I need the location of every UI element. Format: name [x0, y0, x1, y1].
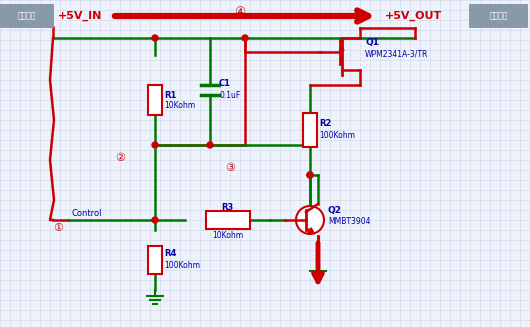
Text: R4: R4	[164, 250, 176, 259]
Text: Q1: Q1	[365, 38, 379, 46]
Text: +5V_IN: +5V_IN	[58, 11, 102, 21]
Circle shape	[307, 172, 313, 178]
Circle shape	[152, 142, 158, 148]
Text: ④: ④	[234, 7, 245, 20]
Circle shape	[152, 35, 158, 41]
Text: 电源输出: 电源输出	[490, 11, 508, 21]
Text: 100Kohm: 100Kohm	[319, 131, 355, 141]
Text: 10Kohm: 10Kohm	[212, 231, 243, 239]
Text: ③: ③	[225, 163, 235, 173]
Text: Control: Control	[72, 209, 102, 217]
Circle shape	[242, 35, 248, 41]
Text: 0.1uF: 0.1uF	[219, 91, 240, 100]
Circle shape	[207, 142, 213, 148]
Circle shape	[152, 217, 158, 223]
FancyBboxPatch shape	[0, 4, 54, 28]
Text: 电源输入: 电源输入	[17, 11, 36, 21]
Circle shape	[296, 206, 324, 234]
Text: ①: ①	[53, 223, 63, 233]
Text: R3: R3	[222, 202, 234, 212]
Text: R1: R1	[164, 91, 176, 99]
Text: ②: ②	[115, 153, 125, 163]
FancyBboxPatch shape	[469, 4, 528, 28]
Text: +5V_OUT: +5V_OUT	[385, 11, 442, 21]
Text: 100Kohm: 100Kohm	[164, 262, 200, 270]
Text: MMBT3904: MMBT3904	[328, 217, 370, 227]
Text: WPM2341A-3/TR: WPM2341A-3/TR	[365, 49, 428, 59]
Text: Q2: Q2	[328, 205, 342, 215]
Bar	[148, 246, 162, 274]
Bar	[303, 113, 317, 147]
Text: C1: C1	[219, 79, 231, 88]
Bar	[148, 85, 162, 115]
Text: 10Kohm: 10Kohm	[164, 101, 195, 111]
Text: R2: R2	[319, 119, 331, 129]
Circle shape	[307, 172, 313, 178]
Bar	[206, 211, 250, 229]
